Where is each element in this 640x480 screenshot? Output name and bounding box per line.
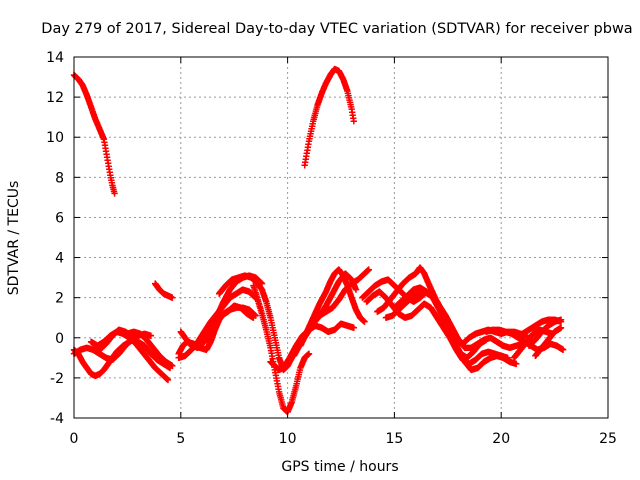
y-axis-title: SDTVAR / TECUs [6, 181, 22, 296]
series-arc-28 [532, 324, 565, 359]
series-arc-27 [525, 316, 565, 349]
y-tick-label: 14 [46, 50, 64, 66]
y-tick-label: 6 [55, 210, 64, 226]
x-tick-label: 0 [70, 431, 79, 447]
chart-title: Day 279 of 2017, Sidereal Day-to-day VTE… [41, 21, 632, 37]
x-tick-label: 25 [599, 431, 617, 447]
series-arc-12 [211, 302, 257, 323]
y-tick-label: -4 [50, 411, 64, 427]
y-tick-label: 8 [55, 170, 64, 186]
series-marks-arc-12 [211, 302, 257, 323]
series-arc-1 [70, 71, 118, 197]
series-marks-arc-27 [525, 316, 565, 349]
y-tick-label: 10 [46, 130, 64, 146]
x-tick-label: 15 [385, 431, 403, 447]
series-marks-arc-7 [124, 328, 176, 370]
series-arc-8 [152, 280, 176, 301]
plot-frame [73, 56, 609, 419]
x-tick-label: 20 [492, 431, 510, 447]
series-marks-arc-14 [250, 282, 313, 416]
series-marks-arc-18 [316, 270, 360, 319]
y-tick-label: 4 [55, 251, 64, 267]
y-tick-label: -2 [50, 371, 64, 387]
series-arc-14 [250, 282, 313, 416]
x-tick-label: 10 [279, 431, 297, 447]
series-marks-arc-2 [301, 65, 357, 169]
axis-ticks: 0 5 10 15 20 25 -4 -2 0 2 4 6 8 10 12 14 [46, 50, 617, 447]
series-marks-arc-23 [391, 284, 526, 351]
y-tick-label: 2 [55, 291, 64, 307]
series-arc-18 [316, 270, 360, 319]
series-marks-arc-1 [70, 71, 118, 197]
x-axis-title: GPS time / hours [281, 459, 398, 475]
series-marks-arc-8 [152, 280, 176, 301]
series-arc-2 [301, 65, 357, 169]
y-tick-label: 12 [46, 90, 64, 106]
x-tick-label: 5 [176, 431, 185, 447]
data-series [70, 65, 567, 416]
y-tick-label: 0 [55, 331, 64, 347]
series-marks-arc-28 [532, 324, 565, 359]
series-arc-7 [124, 328, 176, 370]
series-arc-23 [391, 284, 526, 351]
